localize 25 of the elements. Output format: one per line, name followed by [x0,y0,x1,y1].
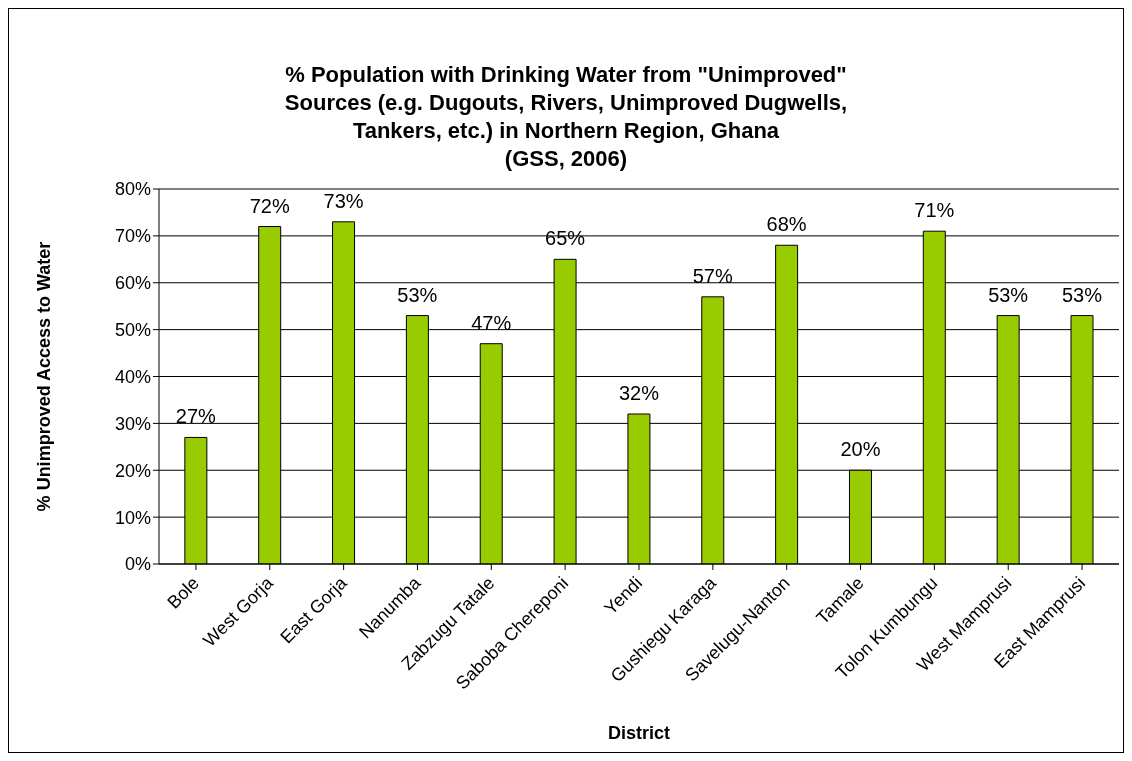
y-tick-label: 20% [114,460,151,481]
y-tick-label: 50% [114,320,151,341]
x-axis-title: District [607,723,671,743]
data-label: 20% [840,438,881,461]
y-axis-title: % Unimproved Access to Water [34,241,55,512]
y-tick-label: 40% [114,366,151,387]
chart-title: % Population with Drinking Water from "Unimproved" Sources (e.g. Dugouts, Rivers, Unimproved Dugwells, Tankers, etc.) in Northern Region, Ghana (GSS, 2006) [283,61,849,173]
data-label: 27% [175,405,217,428]
data-label: 71% [914,199,955,222]
data-label: 53% [988,283,1029,306]
data-label: 53% [1061,283,1103,306]
data-label: 53% [397,283,438,306]
y-tick-label: 80% [114,179,151,200]
data-label: 68% [766,213,807,236]
y-tick-label: 70% [114,226,151,247]
y-tick-label: 10% [114,507,151,528]
data-label: 73% [323,189,364,212]
y-tick-label: 0% [124,554,151,575]
y-tick-label: 30% [114,413,151,434]
data-label: 72% [249,194,290,217]
data-label: 57% [692,264,733,287]
x-tick-label: Bole [163,572,203,613]
data-label: 47% [471,311,512,334]
y-tick-label: 60% [114,273,151,294]
data-label: 32% [618,382,660,404]
